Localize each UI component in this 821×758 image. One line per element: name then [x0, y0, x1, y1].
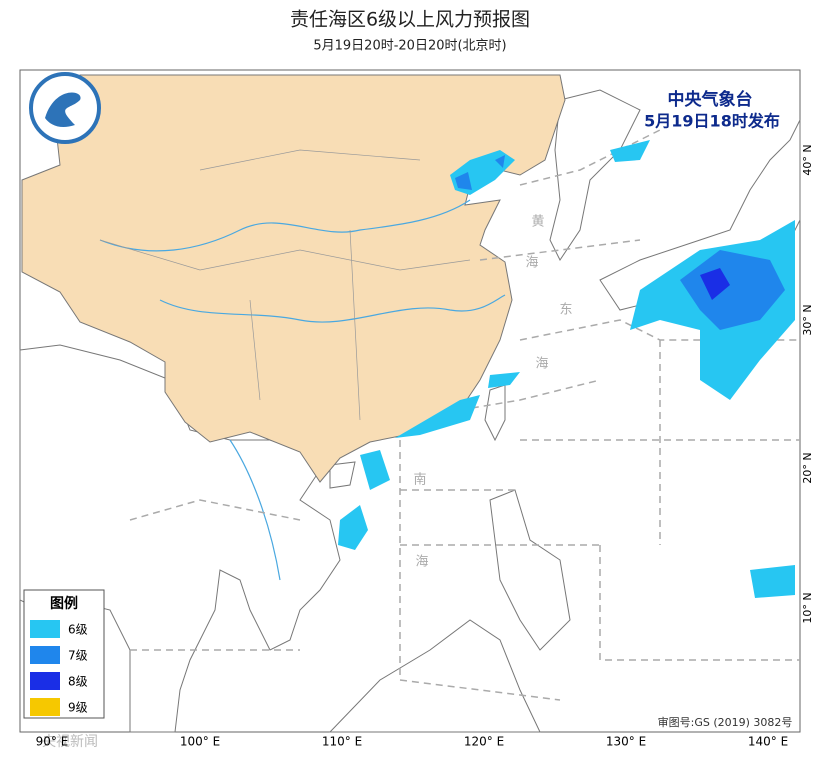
province-border	[99, 149, 471, 421]
river	[229, 439, 281, 581]
philippines	[489, 489, 571, 651]
borneo	[328, 619, 541, 733]
wind-area	[700, 268, 730, 300]
legend-swatch	[30, 620, 60, 638]
sea-label: 东	[559, 303, 572, 318]
legend-label: 9级	[68, 701, 88, 715]
approval-number: 审图号:GS (2019) 3082号	[658, 715, 793, 729]
sea-label: 黄	[531, 215, 544, 230]
latitude-label: 30° N	[801, 304, 814, 335]
hainan	[329, 461, 356, 489]
longitude-label: 140° E	[748, 735, 788, 749]
wind-area	[338, 140, 795, 598]
legend-swatch	[30, 698, 60, 716]
map-frame	[19, 69, 801, 733]
map-subtitle: 5月19日20时-20日20时(北京时)	[313, 39, 506, 54]
longitude-label: 130° E	[606, 735, 646, 749]
sea-label: 海	[525, 256, 538, 271]
longitude-label: 110° E	[322, 735, 362, 749]
map-title: 责任海区6级以上风力预报图	[290, 9, 530, 31]
watermark: 央视新闻	[42, 734, 98, 750]
wind-area	[455, 155, 785, 330]
sea-zone-border	[129, 129, 800, 701]
sea-label: 海	[535, 357, 548, 372]
legend-title: 图例	[50, 595, 78, 612]
river	[99, 199, 471, 252]
river	[159, 294, 506, 323]
logo	[45, 92, 81, 128]
legend-swatch	[30, 646, 60, 664]
latitude-label: 20° N	[801, 452, 814, 483]
longitude-label: 100° E	[180, 735, 220, 749]
latitude-label: 10° N	[801, 592, 814, 623]
longitude-label: 120° E	[464, 735, 504, 749]
issuer-name: 中央气象台	[668, 89, 753, 110]
china-land	[21, 74, 566, 483]
sea-label: 南	[413, 472, 426, 488]
legend-label: 7级	[68, 649, 88, 663]
legend-swatch	[30, 672, 60, 690]
longitude-label: 90° E	[36, 735, 69, 749]
issue-time: 5月19日18时发布	[644, 112, 780, 131]
sea-label: 海	[415, 555, 428, 570]
legend-label: 8级	[68, 675, 88, 689]
latitude-label: 40° N	[801, 144, 814, 175]
korea	[549, 89, 641, 261]
legend-label: 6级	[68, 623, 88, 637]
